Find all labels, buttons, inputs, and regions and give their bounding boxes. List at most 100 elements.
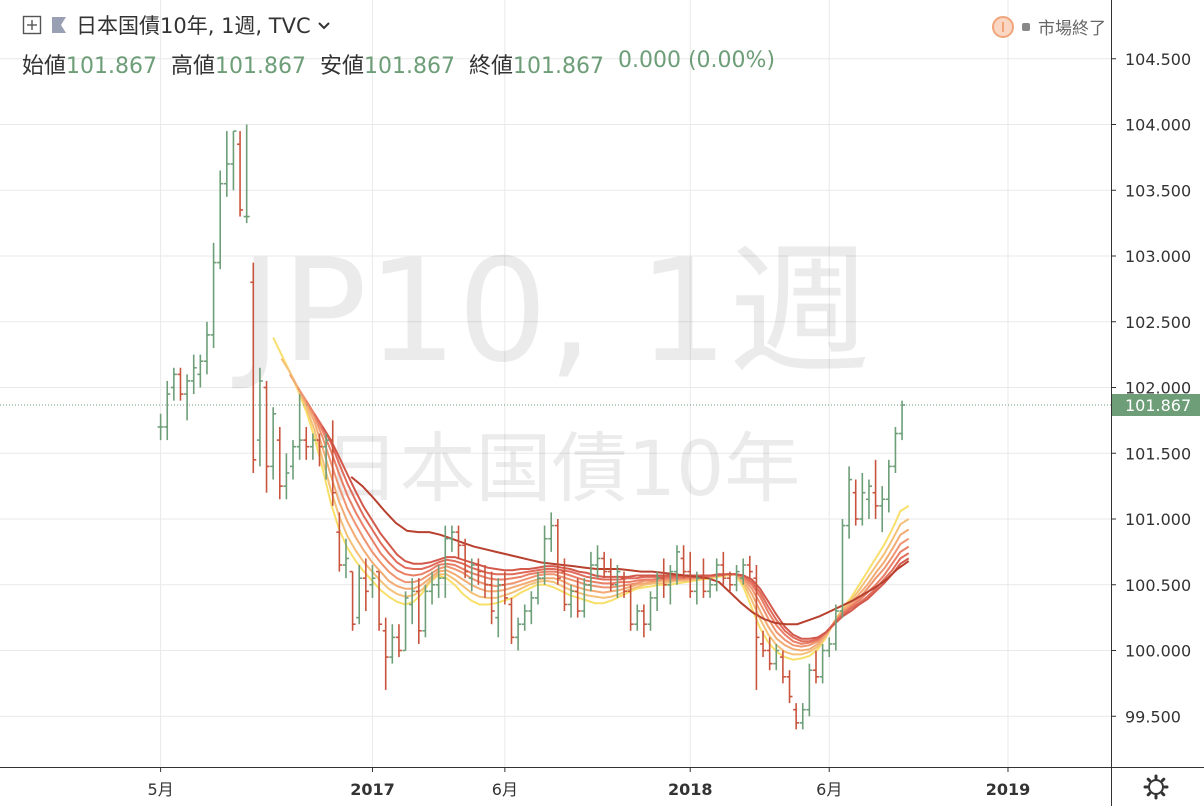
ohlc-bar: [740, 558, 747, 585]
ohlc-bar: [627, 584, 634, 631]
ohlc-bar: [342, 538, 349, 579]
chart-grid: [0, 0, 1111, 767]
flag-icon[interactable]: [48, 14, 70, 36]
ohlc-bar: [561, 558, 568, 612]
last-price-badge: [1112, 393, 1200, 416]
ohlc-bar: [508, 597, 515, 644]
watermark-name: 日本国債10年: [324, 424, 801, 513]
ohlc-bar: [356, 565, 363, 625]
ohlc-bar: [760, 630, 767, 658]
ohlc-bar: [581, 578, 588, 618]
price-axis[interactable]: 104.500 104.000 103.500 103.000 102.500 102.0…: [1111, 50, 1200, 727]
ohlc-bar: [515, 617, 522, 651]
ohlc-bar: [263, 380, 270, 493]
ohlc-bar: [256, 367, 263, 467]
ohlc-bar: [813, 650, 819, 684]
ohlc-bar: [852, 479, 859, 526]
price-tick-label: 100.500: [1125, 576, 1191, 595]
market-status[interactable]: 市場終了: [992, 14, 1106, 39]
ohlc-bar: [462, 538, 469, 579]
ohlc-bar: [362, 558, 369, 612]
ohlc-bar: [270, 407, 277, 480]
ohlc-bar: [673, 545, 680, 585]
ohlc-bar: [614, 565, 621, 598]
ohlc-bar: [283, 453, 290, 500]
ribbon-line-2: [288, 373, 910, 652]
ohlc-bar: [832, 604, 839, 651]
ohlc-bar: [700, 558, 707, 598]
ohlc-bar: [654, 571, 661, 612]
ohlc-bar: [488, 571, 495, 625]
ohlc-bar: [448, 525, 455, 552]
ohlc-bar: [276, 426, 283, 500]
ohlc-bar: [170, 367, 177, 401]
ohlc-bar: [429, 571, 436, 605]
ohlc-bar: [521, 604, 528, 631]
price-tick-label: 104.500: [1125, 50, 1191, 69]
ohlc-bar: [164, 380, 171, 441]
ohlc-bar: [303, 426, 310, 460]
ohlc-bar: [621, 571, 628, 598]
time-axis[interactable]: 5月 2017 6月 2018 6月 2019: [148, 767, 1031, 799]
price-tick-label: 104.000: [1125, 116, 1191, 135]
time-tick-label: 6月: [492, 780, 518, 799]
ohlc-bar: [290, 440, 297, 480]
open-field: 始値101.867: [22, 54, 157, 79]
ohlc-bar: [409, 578, 416, 625]
ohlc-bar: [369, 565, 376, 598]
ohlc-bar: [475, 558, 482, 585]
ohlc-bar: [422, 584, 429, 638]
ohlc-bar: [574, 578, 581, 618]
price-tick-label: 99.500: [1125, 707, 1181, 726]
ohlc-bar: [594, 545, 601, 579]
ohlc-bar: [237, 131, 244, 217]
ohlc-bar: [713, 558, 720, 592]
settings-gear-icon[interactable]: [1143, 774, 1169, 800]
ohlc-bar: [879, 486, 886, 533]
ohlc-bar: [885, 459, 892, 513]
ohlc-bar: [587, 551, 594, 592]
ribbon-series: [272, 337, 910, 661]
ribbon-line-4: [305, 400, 910, 645]
ohlc-bar: [203, 321, 210, 375]
ohlc-bar: [859, 472, 866, 526]
last-price-label: 101.867: [1125, 396, 1191, 415]
ohlc-bar: [482, 565, 488, 598]
ohlc-bar: [210, 242, 217, 349]
ribbon-line-7: [350, 476, 910, 626]
market-status-label: 市場終了: [1038, 19, 1106, 39]
legend-header: 日本国債10年, 1週, TVC 始値101.867 高値101.867 安値1…: [22, 10, 775, 80]
ohlc-bar: [534, 571, 541, 605]
ohlc-bar: [601, 551, 608, 579]
ohlc-bar: [323, 433, 330, 480]
chevron-down-icon[interactable]: [317, 18, 331, 32]
ohlc-bar: [382, 617, 389, 690]
ohlc-bar: [607, 558, 614, 592]
ohlc-bar: [495, 578, 502, 638]
ohlc-bar: [376, 570, 383, 631]
ohlc-bar: [899, 400, 906, 441]
ohlc-bar: [415, 578, 422, 644]
symbol-title[interactable]: 日本国債10年, 1週, TVC: [76, 14, 311, 38]
ohlc-bar: [402, 591, 409, 652]
ohlc-bar: [892, 426, 899, 473]
ohlc-bar: [316, 433, 323, 467]
expand-icon[interactable]: [22, 15, 42, 35]
ohlc-bars: [157, 124, 906, 730]
ohlc-bar: [190, 354, 197, 395]
ohlc-bar: [707, 578, 714, 598]
market-closed-icon: [992, 15, 1014, 38]
ohlc-bar: [846, 466, 853, 539]
high-field: 高値101.867: [171, 54, 306, 79]
ohlc-bar: [647, 591, 654, 631]
ohlc-bar: [309, 433, 316, 460]
ohlc-bar: [541, 525, 548, 585]
watermark-symbol: JP10, 1週: [232, 229, 871, 394]
symbol-watermark: JP10, 1週 日本国債10年: [232, 229, 871, 513]
low-field: 安値101.867: [320, 54, 455, 79]
ohlc-bar: [197, 354, 204, 388]
ohlc-bar: [250, 262, 257, 473]
ohlc-bar: [720, 551, 727, 585]
